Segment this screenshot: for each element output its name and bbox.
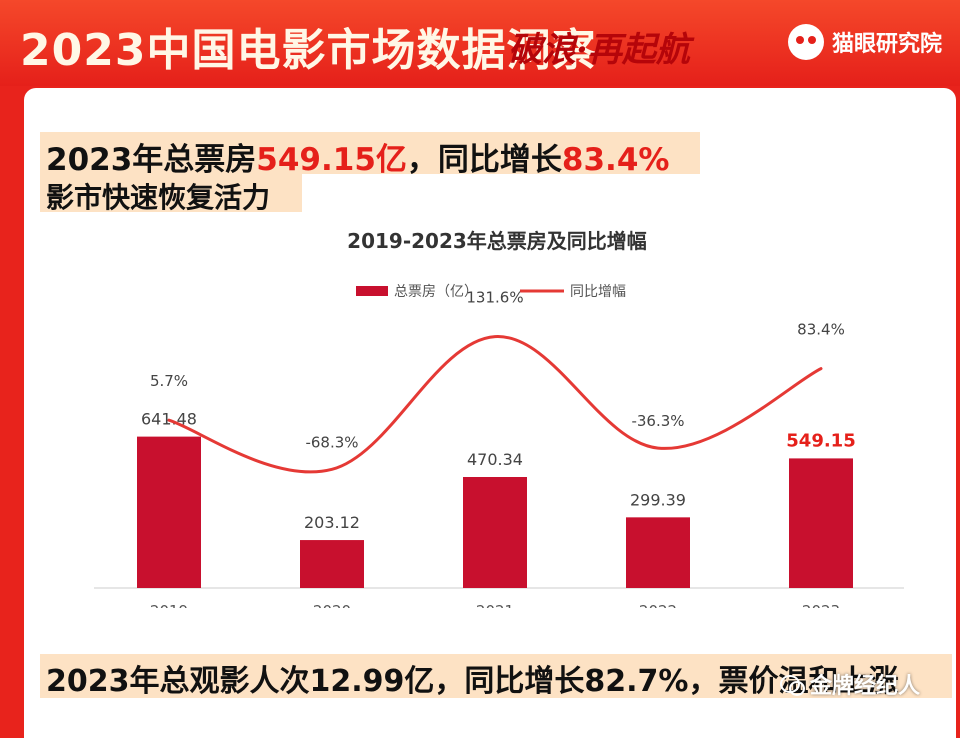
bar-label-2020: 203.12: [304, 513, 360, 532]
headline-mid: ，同比增长: [406, 142, 562, 178]
banner-slogan: 破浪·再起航: [508, 30, 690, 70]
bar-label-2022: 299.39: [630, 490, 686, 509]
bar-2023: [789, 458, 853, 588]
bar-label-2023: 549.15: [786, 430, 855, 451]
x-tick-2023: 2023: [802, 602, 840, 608]
legend-bar-label: 总票房（亿）: [394, 284, 478, 300]
line-label-2021: 131.6%: [466, 289, 523, 307]
line-label-2019: 5.7%: [150, 372, 188, 390]
line-label-2020: -68.3%: [305, 433, 358, 451]
bar-label-2021: 470.34: [467, 450, 523, 469]
bar-2022: [626, 517, 690, 588]
footer-headline: 2023年总观影人次12.99亿，同比增长82.7%，票价温和上涨: [46, 664, 899, 699]
watermark: 金牌经纪人: [780, 668, 920, 700]
bar-2020: [300, 540, 364, 588]
bar-2021: [463, 476, 527, 588]
legend-line-label: 同比增幅: [570, 284, 626, 300]
x-tick-2019: 2019: [150, 602, 188, 608]
logo-text: 猫眼研究院: [832, 32, 943, 57]
x-tick-2022: 2022: [639, 602, 677, 608]
cat-eye-logo-icon: [788, 24, 824, 60]
headline-growth: 83.4%: [561, 142, 670, 178]
banner: 2023中国电影市场数据洞察 破浪·再起航 猫眼研究院: [0, 0, 960, 86]
headline-prefix: 2023年总票房: [46, 142, 257, 178]
line-label-2022: -36.3%: [631, 412, 684, 430]
headline-box-office: 549.15亿: [256, 142, 407, 178]
banner-title: 2023中国电影市场数据洞察: [20, 25, 597, 76]
chart-title: 2019-2023年总票房及同比增幅: [347, 229, 647, 253]
content-card: 2023年总票房549.15亿，同比增长83.4% 影市快速恢复活力 2023年…: [24, 88, 956, 738]
headline-highlight-1: [40, 132, 700, 174]
logo: 猫眼研究院: [788, 24, 942, 60]
headline-line-1: 2023年总票房549.15亿，同比增长83.4%: [46, 134, 669, 179]
headline-highlight-2: [40, 174, 302, 212]
line-label-2023: 83.4%: [797, 321, 845, 339]
legend-bar-swatch: [356, 286, 388, 296]
box-office-chart: 2019-2023年总票房及同比增幅总票房（亿）同比增幅641.48201920…: [94, 229, 904, 608]
x-tick-2020: 2020: [313, 602, 351, 608]
headline-line-2: 影市快速恢复活力: [46, 181, 271, 214]
watermark-text: 金牌经纪人: [810, 674, 921, 699]
bar-2019: [137, 436, 201, 588]
x-tick-2021: 2021: [476, 602, 514, 608]
growth-line: [167, 335, 823, 474]
wechat-icon: [780, 673, 805, 696]
